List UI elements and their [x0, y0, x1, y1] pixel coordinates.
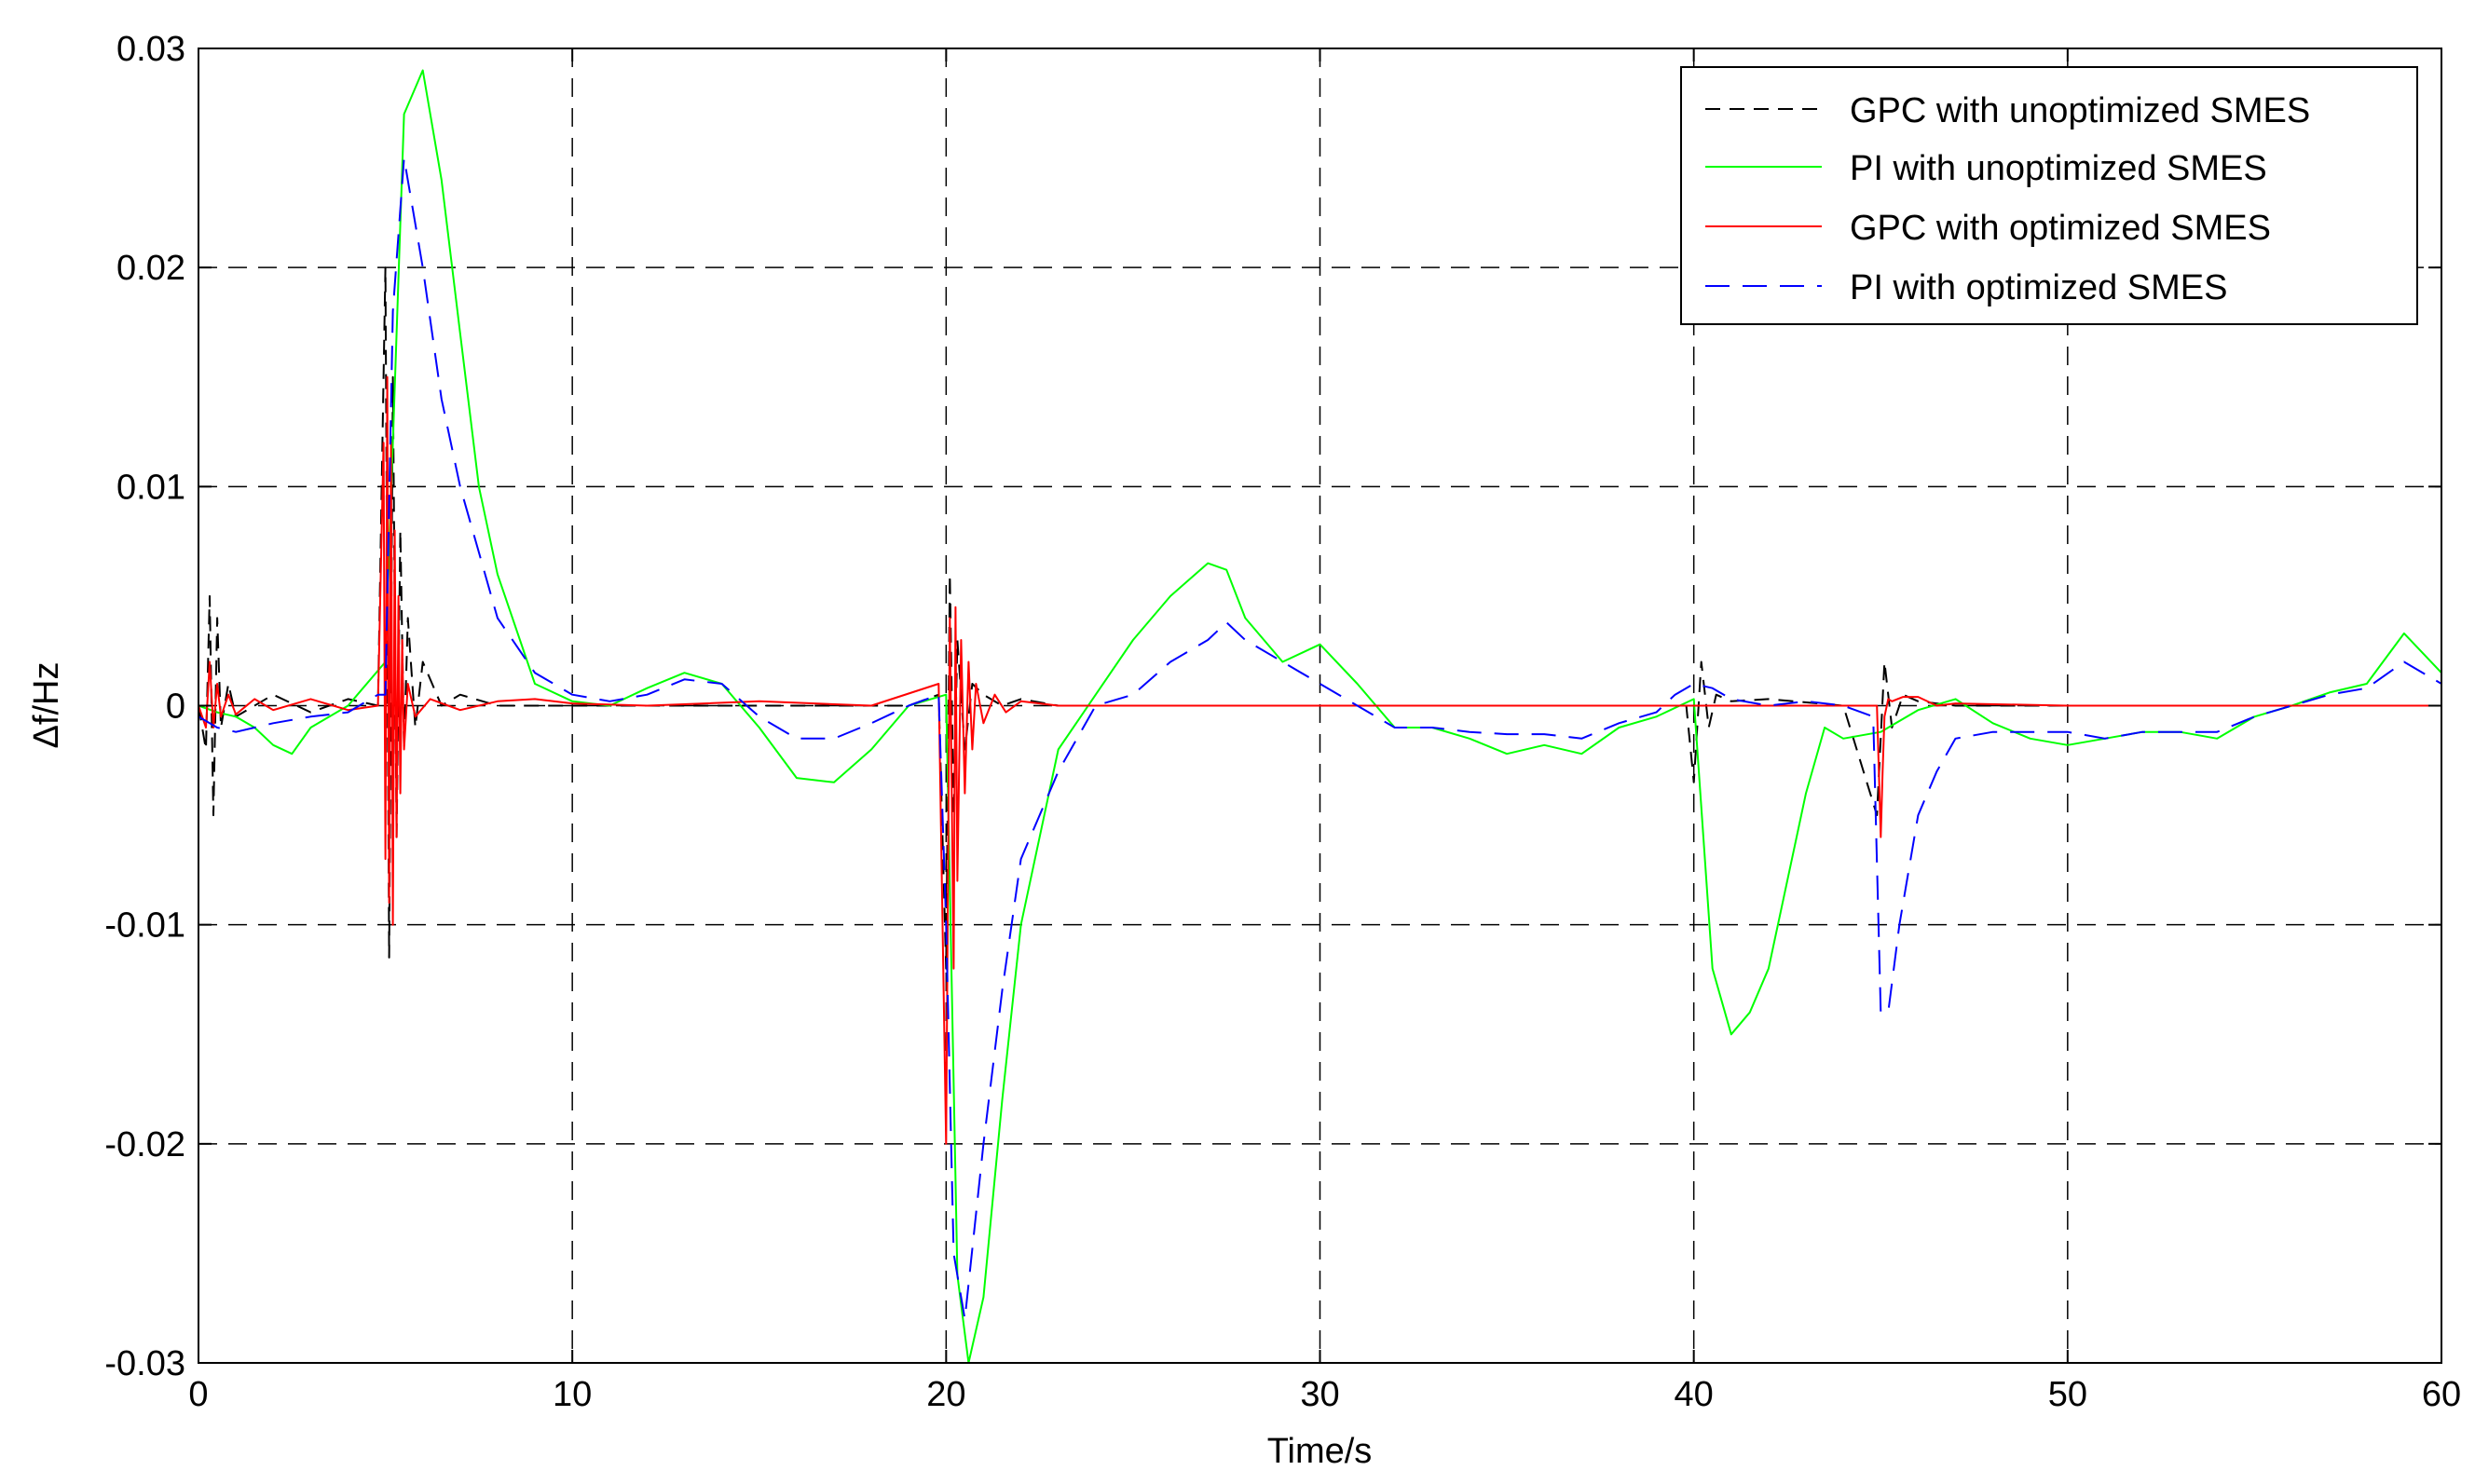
axis-ticks: 0 10 20 30 40 50 60 -0.03 -0.02 -0.01 0 0.01 0.02 0.0…	[104, 30, 2461, 1414]
x-axis-label: Time/s	[1267, 1432, 1373, 1471]
legend-entry-label: GPC with unoptimized SMES	[1850, 91, 2310, 130]
legend-entry-label: PI with unoptimized SMES	[1850, 149, 2267, 188]
x-tick-label: 10	[553, 1375, 592, 1414]
y-tick-label: 0.01	[116, 468, 185, 507]
series-line-1	[198, 266, 2441, 970]
legend: GPC with unoptimized SMES PI with unopti…	[1680, 66, 2418, 325]
legend-entry-label: GPC with optimized SMES	[1850, 209, 2271, 248]
y-tick-label: -0.01	[104, 906, 185, 946]
y-tick-label: 0	[166, 688, 185, 727]
plot-series	[198, 69, 2442, 1364]
x-tick-label: 20	[926, 1375, 965, 1414]
x-tick-label: 60	[2422, 1375, 2461, 1414]
series-line-2	[198, 69, 2442, 1364]
y-axis-label: Δf/Hz	[27, 662, 66, 749]
x-tick-label: 0	[188, 1375, 208, 1414]
legend-entry-label: PI with optimized SMES	[1850, 268, 2227, 307]
series-line-4	[198, 157, 2442, 1320]
x-tick-label: 50	[2048, 1375, 2087, 1414]
y-tick-label: 0.02	[116, 249, 185, 288]
y-tick-label: 0.03	[116, 30, 185, 69]
y-tick-label: -0.03	[104, 1344, 185, 1383]
x-tick-label: 30	[1300, 1375, 1339, 1414]
x-tick-label: 40	[1675, 1375, 1714, 1414]
y-tick-label: -0.02	[104, 1125, 185, 1164]
